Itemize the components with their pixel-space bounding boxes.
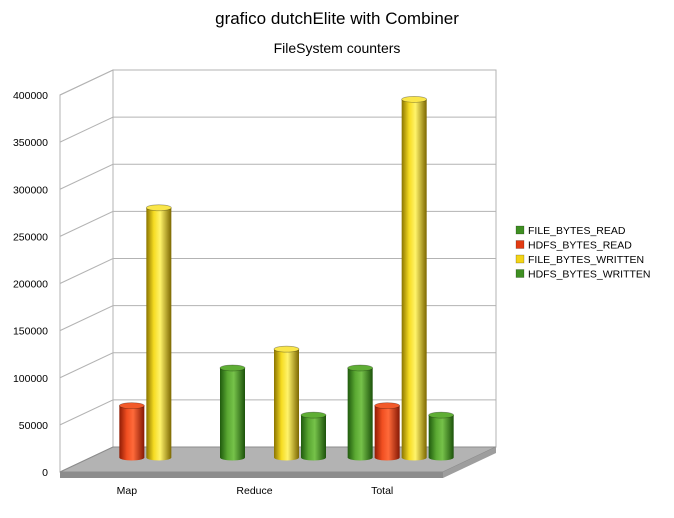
legend-entry: HDFS_BYTES_WRITTEN xyxy=(528,269,651,281)
gridline xyxy=(59,258,496,284)
bar xyxy=(219,364,246,461)
legend-entry: FILE_BYTES_WRITTEN xyxy=(528,254,644,266)
floor-side xyxy=(443,447,496,478)
gridline xyxy=(59,163,496,190)
bar xyxy=(401,95,428,461)
floor-edge xyxy=(60,472,443,478)
y-tick-label: 250000 xyxy=(13,231,48,243)
legend-swatch xyxy=(515,240,525,249)
legend-entry: FILE_BYTES_READ xyxy=(528,225,626,237)
legend-swatch xyxy=(515,269,525,278)
legend-swatch xyxy=(515,254,525,264)
bar xyxy=(374,402,401,461)
legend-swatch xyxy=(515,225,525,235)
bar xyxy=(300,411,327,461)
bar xyxy=(428,411,455,461)
bar xyxy=(118,402,145,461)
x-tick-label: Reduce xyxy=(236,485,272,497)
bar xyxy=(273,345,300,461)
y-tick-label: 200000 xyxy=(13,279,48,291)
x-tick-label: Map xyxy=(117,485,138,497)
y-tick-label: 100000 xyxy=(13,373,48,385)
bar xyxy=(347,364,374,461)
gridline xyxy=(59,69,496,96)
y-tick-label: 50000 xyxy=(19,420,48,432)
chart-subtitle: FileSystem counters xyxy=(273,40,401,56)
y-tick-label: 300000 xyxy=(13,184,48,196)
y-tick-label: 400000 xyxy=(13,90,48,102)
y-tick-label: 150000 xyxy=(13,326,48,338)
gridline xyxy=(59,352,496,379)
gridline xyxy=(59,116,496,143)
x-tick-label: Total xyxy=(371,485,393,497)
gridline xyxy=(59,305,496,332)
y-tick-label: 0 xyxy=(42,467,48,479)
chart-title: grafico dutchElite with Combiner xyxy=(215,9,459,28)
bar xyxy=(145,204,172,461)
gridline xyxy=(59,210,496,237)
legend-entry: HDFS_BYTES_READ xyxy=(528,240,632,252)
y-tick-label: 350000 xyxy=(13,137,48,149)
